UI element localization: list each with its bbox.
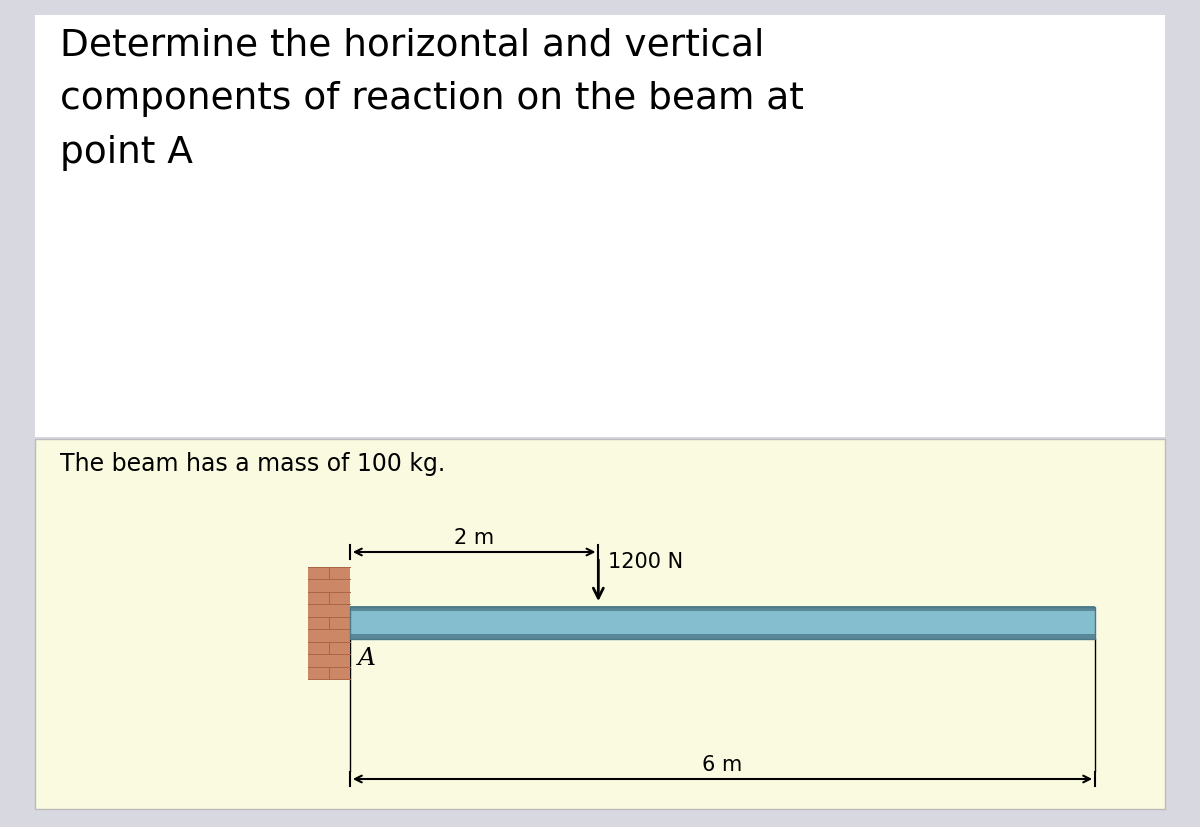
Text: A: A	[358, 647, 376, 670]
Text: The beam has a mass of 100 kg.: The beam has a mass of 100 kg.	[60, 452, 445, 476]
Bar	[350, 634, 1096, 639]
Bar	[35, 439, 1165, 809]
Text: Determine the horizontal and vertical
components of reaction on the beam at
poin: Determine the horizontal and vertical co…	[60, 27, 804, 171]
Bar	[350, 606, 1096, 611]
Text: 2 m: 2 m	[454, 528, 494, 548]
Text: 1200 N: 1200 N	[608, 552, 684, 572]
Bar	[308, 567, 350, 679]
Bar	[350, 611, 1096, 635]
Bar	[350, 607, 1096, 639]
Bar	[35, 15, 1165, 437]
Text: 6 m: 6 m	[702, 755, 743, 775]
